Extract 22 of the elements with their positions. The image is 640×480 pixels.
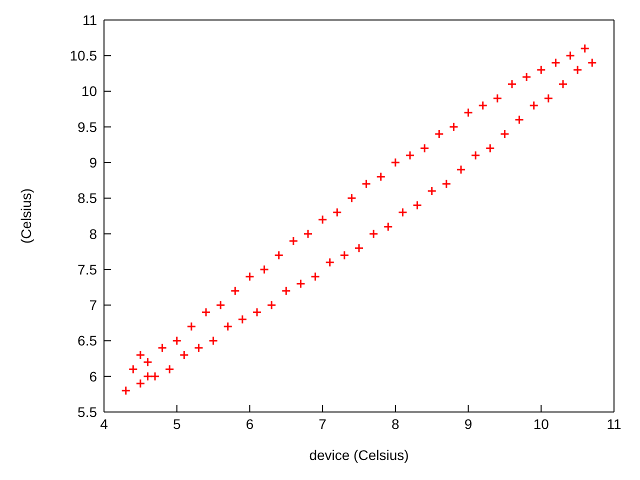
x-tick-label: 9	[464, 416, 472, 432]
y-tick-label: 10	[81, 83, 98, 100]
y-tick-label: 6	[89, 368, 98, 384]
x-tick-label: 6	[246, 416, 254, 432]
y-tick-label: 9.5	[78, 118, 98, 135]
x-axis-title: device (Celsius)	[309, 447, 409, 463]
y-tick-label: 11	[82, 12, 98, 28]
x-tick-label: 7	[318, 416, 327, 432]
y-tick-label: 6.5	[78, 332, 98, 349]
y-tick-label: 8	[89, 226, 98, 242]
x-tick-label: 10	[533, 416, 550, 432]
y-tick-label: 7.5	[78, 261, 98, 278]
y-tick-label: 8.5	[78, 190, 98, 206]
x-tick-label: 4	[100, 416, 108, 432]
y-axis-title: (Celsius)	[18, 188, 34, 244]
y-tick-label: 5.5	[78, 404, 98, 420]
x-tick-label: 5	[172, 416, 181, 432]
x-tick-label: 11	[606, 416, 622, 432]
y-tick-label: 9	[89, 154, 98, 171]
y-tick-label: 10.5	[70, 48, 98, 64]
y-tick-label: 7	[89, 297, 98, 314]
x-tick-label: 8	[392, 416, 400, 432]
